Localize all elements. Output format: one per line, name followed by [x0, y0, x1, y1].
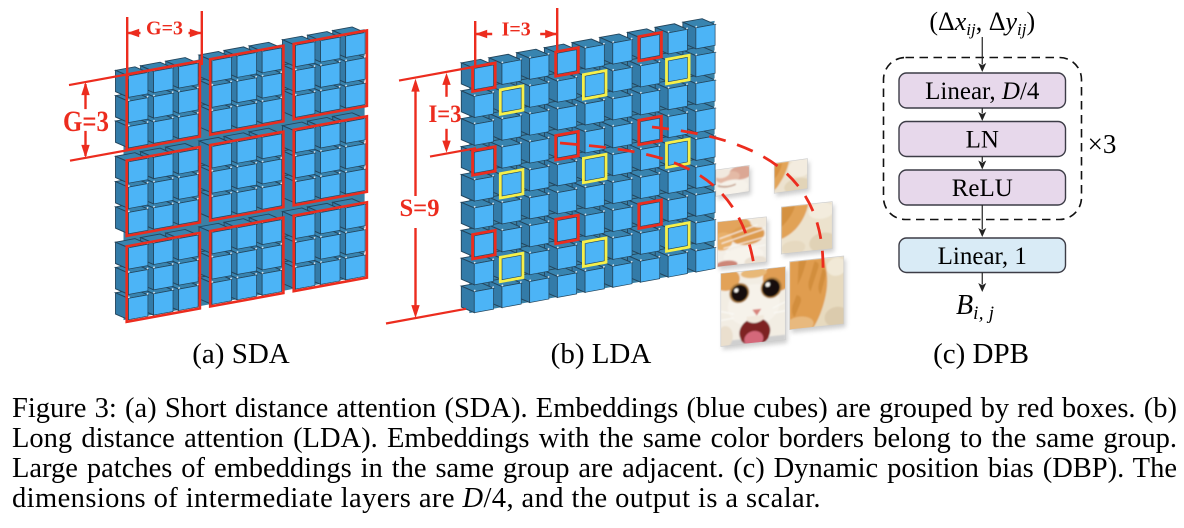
svg-text:(Δxij, Δyij): (Δxij, Δyij) [929, 7, 1035, 39]
svg-text:I=3: I=3 [429, 101, 462, 128]
svg-text:G=3: G=3 [146, 18, 183, 40]
svg-text:(c) DPB: (c) DPB [933, 338, 1029, 370]
svg-text:Linear, D/4: Linear, D/4 [925, 78, 1040, 105]
svg-text:ReLU: ReLU [952, 175, 1013, 202]
svg-text:LN: LN [966, 127, 999, 154]
svg-text:G=3: G=3 [63, 105, 109, 138]
svg-text:×3: ×3 [1088, 129, 1117, 159]
svg-text:S=9: S=9 [400, 195, 440, 222]
svg-text:(a) SDA: (a) SDA [192, 338, 290, 370]
svg-text:(b) LDA: (b) LDA [551, 338, 652, 370]
svg-text:Bi, j: Bi, j [956, 290, 994, 324]
svg-text:I=3: I=3 [502, 19, 531, 41]
svg-text:Linear, 1: Linear, 1 [938, 243, 1027, 270]
